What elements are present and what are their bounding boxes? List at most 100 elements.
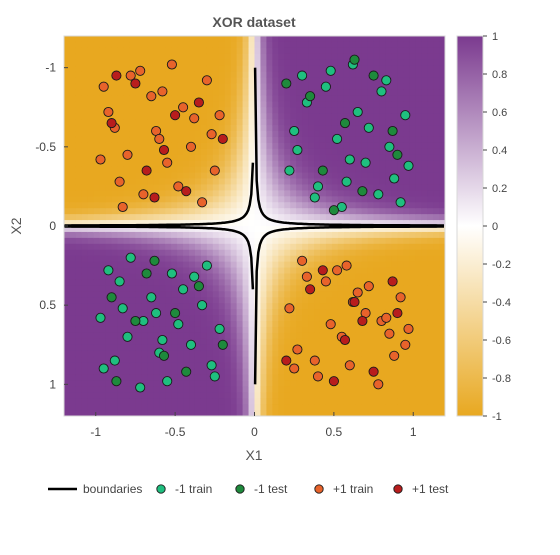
surface-cell xyxy=(242,404,250,411)
surface-cell xyxy=(123,356,131,364)
surface-cell xyxy=(421,47,428,55)
surface-cell xyxy=(314,89,321,96)
surface-cell xyxy=(75,410,83,416)
surface-cell xyxy=(409,410,416,416)
surface-cell xyxy=(129,362,137,370)
surface-cell xyxy=(129,303,137,310)
surface-cell xyxy=(415,131,422,138)
surface-cell xyxy=(367,142,375,150)
surface-cell xyxy=(159,303,166,310)
surface-cell xyxy=(93,362,101,370)
surface-cell xyxy=(135,338,142,346)
surface-cell xyxy=(87,362,95,370)
surface-cell xyxy=(147,309,154,316)
surface-cell xyxy=(373,83,381,91)
surface-cell xyxy=(236,47,244,55)
surface-cell xyxy=(147,368,154,376)
surface-cell xyxy=(254,220,262,227)
surface-cell xyxy=(278,125,285,132)
surface-cell xyxy=(254,119,262,126)
surface-cell xyxy=(397,214,404,221)
surface-cell xyxy=(242,255,250,263)
surface-cell xyxy=(99,332,107,340)
surface-cell xyxy=(135,178,142,186)
surface-cell xyxy=(272,321,279,328)
surface-cell xyxy=(171,398,178,405)
surface-cell xyxy=(433,160,440,168)
surface-cell xyxy=(165,172,172,180)
surface-cell xyxy=(159,154,166,162)
surface-cell xyxy=(147,237,154,245)
surface-cell xyxy=(427,279,434,286)
surface-cell xyxy=(254,326,262,334)
surface-cell xyxy=(272,220,279,227)
surface-cell xyxy=(200,398,208,405)
surface-cell xyxy=(284,374,291,381)
surface-cell xyxy=(75,291,83,298)
surface-cell xyxy=(302,267,309,275)
surface-cell xyxy=(284,95,291,102)
surface-cell xyxy=(260,178,267,186)
surface-cell xyxy=(177,279,184,286)
surface-cell xyxy=(117,83,125,91)
surface-cell xyxy=(284,160,291,168)
surface-cell xyxy=(427,184,434,191)
surface-cell xyxy=(284,196,291,203)
surface-cell xyxy=(415,297,422,304)
surface-cell xyxy=(367,297,375,304)
surface-cell xyxy=(349,404,357,411)
surface-cell xyxy=(433,113,440,120)
surface-cell xyxy=(433,107,440,114)
surface-cell xyxy=(194,148,202,156)
surface-cell xyxy=(421,113,428,120)
surface-cell xyxy=(254,315,262,322)
surface-cell xyxy=(64,297,71,304)
surface-cell xyxy=(69,267,77,275)
surface-cell xyxy=(290,231,297,239)
surface-cell xyxy=(230,380,238,387)
surface-cell xyxy=(308,202,315,209)
surface-cell xyxy=(266,297,273,304)
surface-cell xyxy=(433,136,440,144)
surface-cell xyxy=(266,36,273,43)
surface-cell xyxy=(230,315,238,322)
surface-cell xyxy=(165,386,172,393)
point-neg1-train xyxy=(344,154,355,165)
surface-cell xyxy=(123,326,131,334)
surface-cell xyxy=(141,362,148,370)
surface-cell xyxy=(64,326,71,334)
surface-cell xyxy=(212,101,220,108)
surface-cell xyxy=(141,71,148,79)
surface-cell xyxy=(403,131,410,138)
surface-cell xyxy=(123,41,131,49)
surface-cell xyxy=(325,273,333,281)
surface-cell xyxy=(159,196,166,203)
surface-cell xyxy=(296,243,303,251)
surface-cell xyxy=(355,249,363,257)
surface-cell xyxy=(355,398,363,405)
surface-cell xyxy=(343,243,351,251)
colorbar-tick-label: 0.2 xyxy=(492,183,507,195)
surface-cell xyxy=(189,208,196,215)
surface-cell xyxy=(75,226,83,233)
surface-cell xyxy=(367,249,375,257)
surface-cell xyxy=(427,261,434,269)
surface-cell xyxy=(189,261,196,269)
surface-cell xyxy=(194,243,202,251)
surface-cell xyxy=(397,273,404,281)
surface-cell xyxy=(343,267,351,275)
surface-cell xyxy=(296,309,303,316)
surface-cell xyxy=(433,95,440,102)
surface-cell xyxy=(218,214,226,221)
surface-cell xyxy=(141,374,148,381)
surface-cell xyxy=(296,172,303,180)
surface-cell xyxy=(355,196,363,203)
surface-cell xyxy=(266,65,273,73)
surface-cell xyxy=(242,291,250,298)
point-pos1-train xyxy=(197,197,208,208)
surface-cell xyxy=(123,315,131,322)
surface-cell xyxy=(355,368,363,376)
surface-cell xyxy=(260,267,267,275)
surface-cell xyxy=(129,208,137,215)
surface-cell xyxy=(224,142,232,150)
